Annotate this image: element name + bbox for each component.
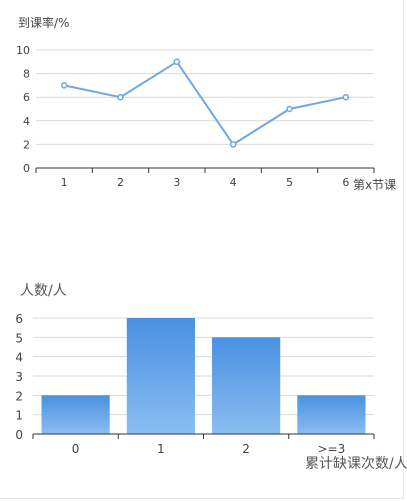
line-chart-xtick-label: 1 — [61, 176, 68, 189]
bar-chart-ytick-labels: 0 1 2 3 4 5 6 — [15, 312, 23, 442]
bar-chart-ytick-label: 2 — [15, 389, 23, 403]
bar-chart-bar — [297, 395, 366, 434]
line-chart-ytick-label: 10 — [16, 44, 30, 57]
bar-chart-x-axis — [32, 433, 375, 439]
bar-chart-bar — [41, 395, 110, 434]
line-chart-xlabel: 第x节课 — [353, 178, 396, 192]
bar-chart-bars — [41, 318, 366, 434]
line-chart-x-axis — [35, 168, 375, 173]
bar-chart-xtick-label: >=3 — [318, 442, 346, 456]
line-chart-xtick-label: 3 — [173, 176, 180, 189]
line-chart-ytick-label: 6 — [23, 91, 30, 104]
bar-chart-ytick-label: 6 — [15, 312, 23, 326]
line-chart-point — [229, 141, 237, 148]
line-chart-xtick-label: 2 — [117, 176, 124, 189]
line-chart-xtick-label: 6 — [342, 176, 349, 189]
line-chart-xtick-labels: 1 2 3 4 5 6 — [61, 176, 350, 189]
line-chart-points — [60, 58, 350, 148]
line-chart-point — [117, 93, 124, 101]
bar-chart-xtick-label: 2 — [242, 442, 250, 456]
bar-chart-ylabel: 人数/人 — [20, 283, 67, 299]
bar-chart-ytick-label: 1 — [15, 409, 23, 423]
line-chart-ylabel: 到课率/% — [18, 15, 69, 30]
line-chart-point — [173, 58, 181, 66]
line-chart-ytick-label: 2 — [23, 138, 30, 151]
bar-chart-bar — [212, 337, 281, 434]
bar-chart-xtick-label: 0 — [72, 442, 80, 456]
line-chart-ytick-label: 8 — [23, 68, 30, 81]
bar-chart-ytick-label: 4 — [15, 351, 23, 365]
line-chart-xtick-label: 5 — [286, 176, 293, 189]
bar-chart-bar — [126, 318, 195, 434]
line-chart-point — [342, 93, 350, 101]
line-chart-xtick-label: 4 — [230, 176, 237, 189]
bar-chart: 人数/人 0 1 2 3 4 5 6 0 1 2 >=3 累计缺课次数/人 — [15, 283, 407, 472]
line-chart-ytick-label: 4 — [23, 115, 30, 128]
bar-chart-xlabel: 累计缺课次数/人 — [305, 456, 407, 472]
line-chart-ytick-label: 0 — [23, 162, 30, 175]
bar-chart-ytick-label: 3 — [15, 370, 23, 384]
line-chart-ytick-labels: 0 2 4 6 8 10 — [16, 44, 30, 175]
line-chart-point — [286, 105, 293, 113]
bar-chart-xtick-labels: 0 1 2 >=3 — [72, 442, 345, 456]
line-chart-series-line — [63, 60, 347, 146]
bar-chart-ytick-label: 0 — [15, 428, 23, 442]
bar-chart-ytick-label: 5 — [15, 331, 23, 345]
bar-chart-xtick-label: 1 — [157, 442, 165, 456]
line-chart-gridlines — [36, 49, 374, 169]
line-chart-point — [60, 82, 68, 89]
